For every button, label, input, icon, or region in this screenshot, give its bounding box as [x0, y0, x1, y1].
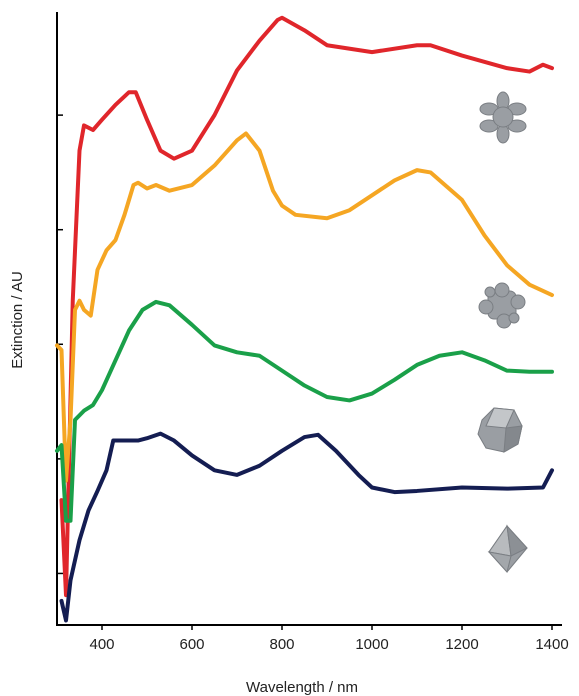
star-icon: [479, 91, 527, 144]
shape-icons: [477, 91, 528, 574]
x-axis-label: Wavelength / nm: [246, 679, 358, 696]
x-tick-label: 1000: [355, 636, 388, 653]
series-line: [55, 299, 554, 523]
cube-pod-icon: [478, 282, 526, 329]
octahedron-icon: [487, 524, 528, 574]
rounded-cube-icon: [477, 407, 523, 453]
series-line: [59, 431, 554, 623]
x-tick-label: 800: [269, 636, 294, 653]
x-tick-label: 600: [179, 636, 204, 653]
series-line: [55, 131, 554, 483]
x-tick-label: 400: [89, 636, 114, 653]
y-axis-label: Extinction / AU: [9, 271, 26, 369]
x-tick-label: 1400: [535, 636, 568, 653]
x-tick-label: 1200: [445, 636, 478, 653]
series-line: [59, 15, 554, 598]
